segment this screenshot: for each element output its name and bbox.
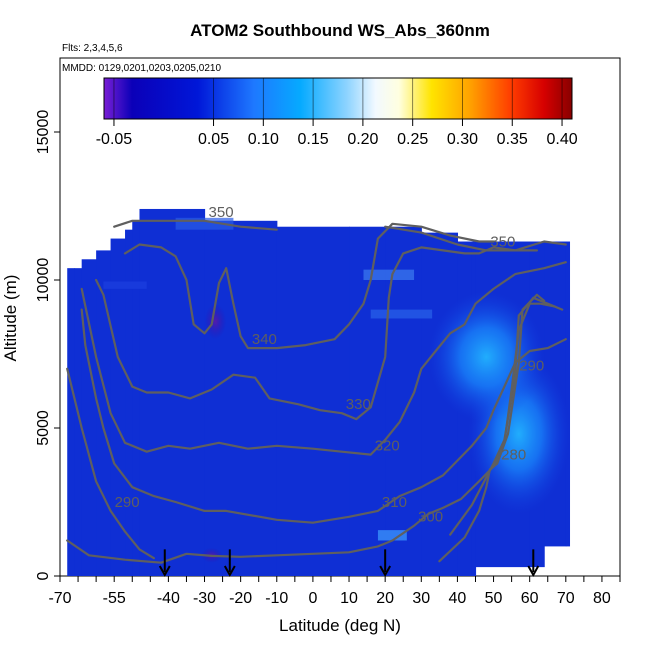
heatmap-column	[110, 238, 126, 576]
heatmap-band	[370, 309, 433, 319]
x-tick-label: -55	[103, 590, 126, 607]
colorbar-tick-label: 0.25	[397, 131, 428, 148]
contour-line-330	[95, 246, 538, 421]
y-tick-label: 10000	[35, 258, 52, 303]
x-tick-label: 80	[593, 590, 611, 607]
flight-arrows	[158, 549, 540, 578]
flight-arrow-head	[223, 565, 236, 578]
colorbar-tick-label: 0.40	[546, 131, 577, 148]
contour-line-290	[449, 296, 564, 536]
y-axis: 0 5000 10000 15000	[35, 110, 60, 580]
y-tick-label: 5000	[35, 410, 52, 446]
contour-layer: 280 290 290 300 310 320 330 340 350 350	[66, 204, 567, 564]
x-tick-label: -30	[193, 590, 216, 607]
dates-note: MMDD: 0129,0201,0203,0205,0210	[62, 63, 221, 74]
contour-line-300	[66, 302, 557, 564]
chart-title: ATOM2 Southbound WS_Abs_360nm	[190, 21, 490, 40]
flights-note: Flts: 2,3,4,5,6	[62, 43, 123, 54]
colorbar-tick-label: -0.05	[96, 131, 133, 148]
contour-line-350	[384, 225, 567, 252]
heatmap-column	[349, 226, 386, 576]
x-axis: -70 -55 -40 -30 -20 -10 0 10 20 30 40 50 60 70 80	[48, 576, 621, 607]
contour-line-320	[80, 261, 567, 456]
contour-line-340	[123, 222, 495, 350]
contour-label: 320	[375, 438, 400, 455]
x-tick-label: -20	[229, 590, 252, 607]
heatmap-column	[74, 268, 83, 576]
contour-line-290	[66, 367, 155, 560]
heatmap-band	[103, 281, 147, 289]
y-axis-label: Altitude (m)	[1, 275, 20, 362]
heatmap-column	[565, 241, 571, 547]
y-tick-label: 0	[35, 571, 52, 580]
heatmap-band	[175, 217, 234, 230]
x-axis-label: Latitude (deg N)	[279, 616, 401, 635]
colorbar-tick-label: 0.35	[497, 131, 528, 148]
y-tick-label: 15000	[35, 110, 52, 155]
contour-label: 280	[501, 447, 526, 464]
x-tick-label: 40	[449, 590, 467, 607]
contour-label: 340	[252, 331, 277, 348]
contour-label: 330	[346, 396, 371, 413]
colorbar-tick-label: 0.30	[447, 131, 478, 148]
contour-label: 350	[490, 233, 515, 250]
x-tick-label: -70	[48, 590, 71, 607]
heatmap-band	[363, 269, 415, 280]
flight-arrow-head	[527, 565, 540, 578]
x-tick-label: 30	[412, 590, 430, 607]
x-tick-label: 70	[557, 590, 575, 607]
colorbar-tick-label: 0.20	[347, 131, 378, 148]
x-tick-label: 50	[485, 590, 503, 607]
heatmap-column	[132, 220, 141, 576]
x-tick-label: 0	[308, 590, 317, 607]
colorbar-tick-label: 0.10	[248, 131, 279, 148]
contour-line-350	[113, 219, 278, 231]
contour-label: 350	[209, 204, 234, 221]
heatmap-column	[125, 229, 133, 576]
x-tick-label: -10	[265, 590, 288, 607]
flight-arrow-head	[379, 565, 392, 578]
contour-label: 300	[418, 509, 443, 526]
x-tick-label: 10	[340, 590, 358, 607]
colorbar-tick-label: 0.05	[198, 131, 229, 148]
x-tick-label: -40	[157, 590, 180, 607]
x-tick-label: 20	[376, 590, 394, 607]
contour-line-310	[80, 308, 567, 524]
heatmap-column	[96, 250, 112, 576]
contour-label: 310	[382, 494, 407, 511]
heatmap-column	[81, 259, 97, 576]
heatmap-band	[377, 530, 407, 541]
contour-label: 290	[519, 358, 544, 375]
flight-arrow-head	[158, 565, 171, 578]
contour-label: 290	[115, 494, 140, 511]
heatmap-column	[67, 268, 76, 576]
low-absorption-region	[204, 303, 227, 340]
x-tick-label: 60	[521, 590, 539, 607]
colorbar	[103, 77, 573, 120]
heatmap-column	[204, 220, 278, 576]
colorbar-tick-label: 0.15	[298, 131, 329, 148]
colorbar-ticks: -0.05 0.05 0.10 0.15 0.20 0.25 0.30 0.35 0.40	[96, 78, 578, 148]
